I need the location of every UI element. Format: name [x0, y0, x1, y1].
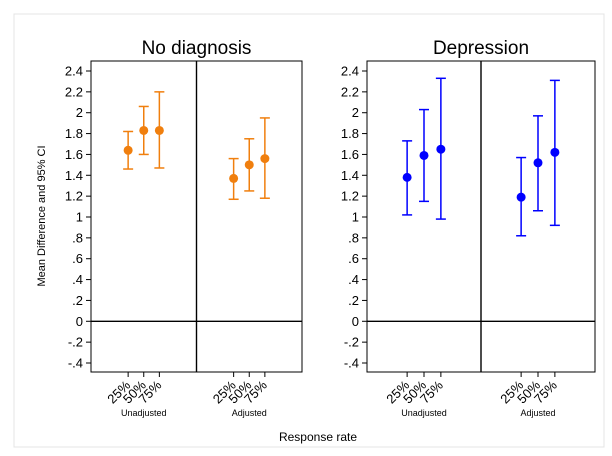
data-point [260, 154, 270, 164]
y-tick-label: 0 [352, 314, 359, 329]
group-label: Unadjusted [121, 408, 167, 418]
data-point [436, 144, 446, 154]
y-tick-label: .4 [72, 272, 83, 287]
data-point [123, 145, 133, 155]
y-tick-label: 1 [352, 210, 359, 225]
y-tick-label: .6 [348, 251, 359, 266]
y-tick-label: -.4 [344, 356, 359, 371]
y-tick-label: 1.2 [341, 189, 359, 204]
y-axis-label: Mean Difference and 95% CI [36, 145, 48, 286]
data-point [229, 173, 239, 183]
y-tick-label: 2.4 [341, 64, 359, 79]
data-point [154, 125, 164, 135]
panel-2: Depression -.4 -.2 0 .2 .4 .6 .8 1 1.2 1.4 1.6 1.8 2 2… [341, 38, 596, 418]
y-tick-label: 1.6 [65, 147, 83, 162]
y-tick-label: .8 [72, 230, 83, 245]
panel-1: No diagnosis -.4 -.2 0 .2 .4 .6 .8 1 1.2 1.4 1.6 1.8… [65, 38, 303, 418]
y-tick-label: 2.2 [341, 84, 359, 99]
data-point [139, 125, 149, 135]
y-tick-label: .2 [72, 293, 83, 308]
y-tick-label: 1.6 [341, 147, 359, 162]
y-tick-label: -.4 [68, 356, 83, 371]
data-point [533, 158, 543, 168]
y-tick-label: 2 [76, 105, 83, 120]
y-tick-label: 1.2 [65, 189, 83, 204]
y-tick-label: -.2 [68, 335, 83, 350]
data-point [244, 160, 254, 170]
y-tick-label: 1.8 [341, 126, 359, 141]
data-point [402, 172, 412, 182]
data-point [419, 150, 429, 160]
y-tick-label: 2.4 [65, 64, 83, 79]
group-label: Adjusted [232, 408, 267, 418]
y-tick-label: 2 [352, 105, 359, 120]
y-tick-label: -.2 [344, 335, 359, 350]
panel-title: Depression [433, 38, 529, 59]
panels: No diagnosis-.4-.20.2.4.6.811.21.41.61.8… [36, 38, 596, 418]
group-label: Unadjusted [401, 408, 447, 418]
y-tick-label: .8 [348, 230, 359, 245]
y-tick-label: 1.4 [65, 168, 83, 183]
y-tick-label: .6 [72, 251, 83, 266]
y-tick-label: .2 [348, 293, 359, 308]
x-axis-label: Response rate [279, 430, 357, 444]
y-tick-label: .4 [348, 272, 359, 287]
y-tick-label: 1.8 [65, 126, 83, 141]
y-tick-label: 1.4 [341, 168, 359, 183]
data-point [516, 192, 526, 202]
y-tick-label: 2.2 [65, 84, 83, 99]
data-point [550, 147, 560, 157]
panel-title: No diagnosis [142, 38, 252, 59]
y-tick-label: 1 [76, 210, 83, 225]
y-tick-label: 0 [76, 314, 83, 329]
group-label: Adjusted [520, 408, 555, 418]
